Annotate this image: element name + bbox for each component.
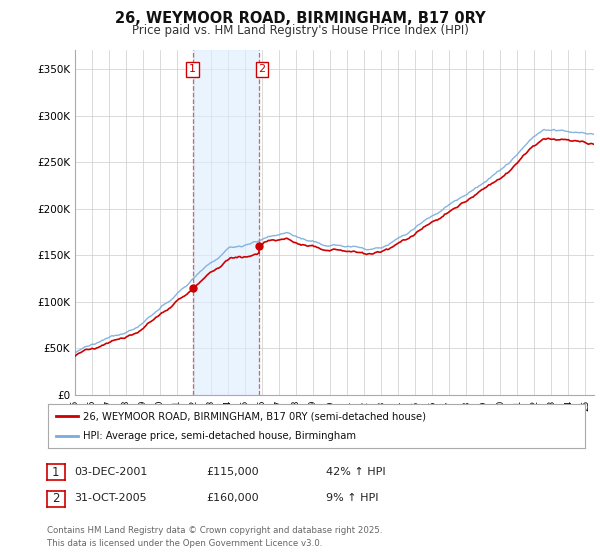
Text: £115,000: £115,000 [206,466,259,477]
Text: Contains HM Land Registry data © Crown copyright and database right 2025.
This d: Contains HM Land Registry data © Crown c… [47,526,382,548]
Text: 2: 2 [52,492,59,506]
Text: 1: 1 [189,64,196,74]
Text: 9% ↑ HPI: 9% ↑ HPI [326,493,378,503]
Text: Price paid vs. HM Land Registry's House Price Index (HPI): Price paid vs. HM Land Registry's House … [131,24,469,36]
Text: 31-OCT-2005: 31-OCT-2005 [74,493,146,503]
Text: 42% ↑ HPI: 42% ↑ HPI [326,466,385,477]
Text: 26, WEYMOOR ROAD, BIRMINGHAM, B17 0RY (semi-detached house): 26, WEYMOOR ROAD, BIRMINGHAM, B17 0RY (s… [83,411,426,421]
Text: 1: 1 [52,465,59,479]
Text: £160,000: £160,000 [206,493,259,503]
Bar [193,50,259,395]
Text: 03-DEC-2001: 03-DEC-2001 [74,466,147,477]
Text: 26, WEYMOOR ROAD, BIRMINGHAM, B17 0RY: 26, WEYMOOR ROAD, BIRMINGHAM, B17 0RY [115,11,485,26]
Text: HPI: Average price, semi-detached house, Birmingham: HPI: Average price, semi-detached house,… [83,431,356,441]
Text: 2: 2 [259,64,265,74]
